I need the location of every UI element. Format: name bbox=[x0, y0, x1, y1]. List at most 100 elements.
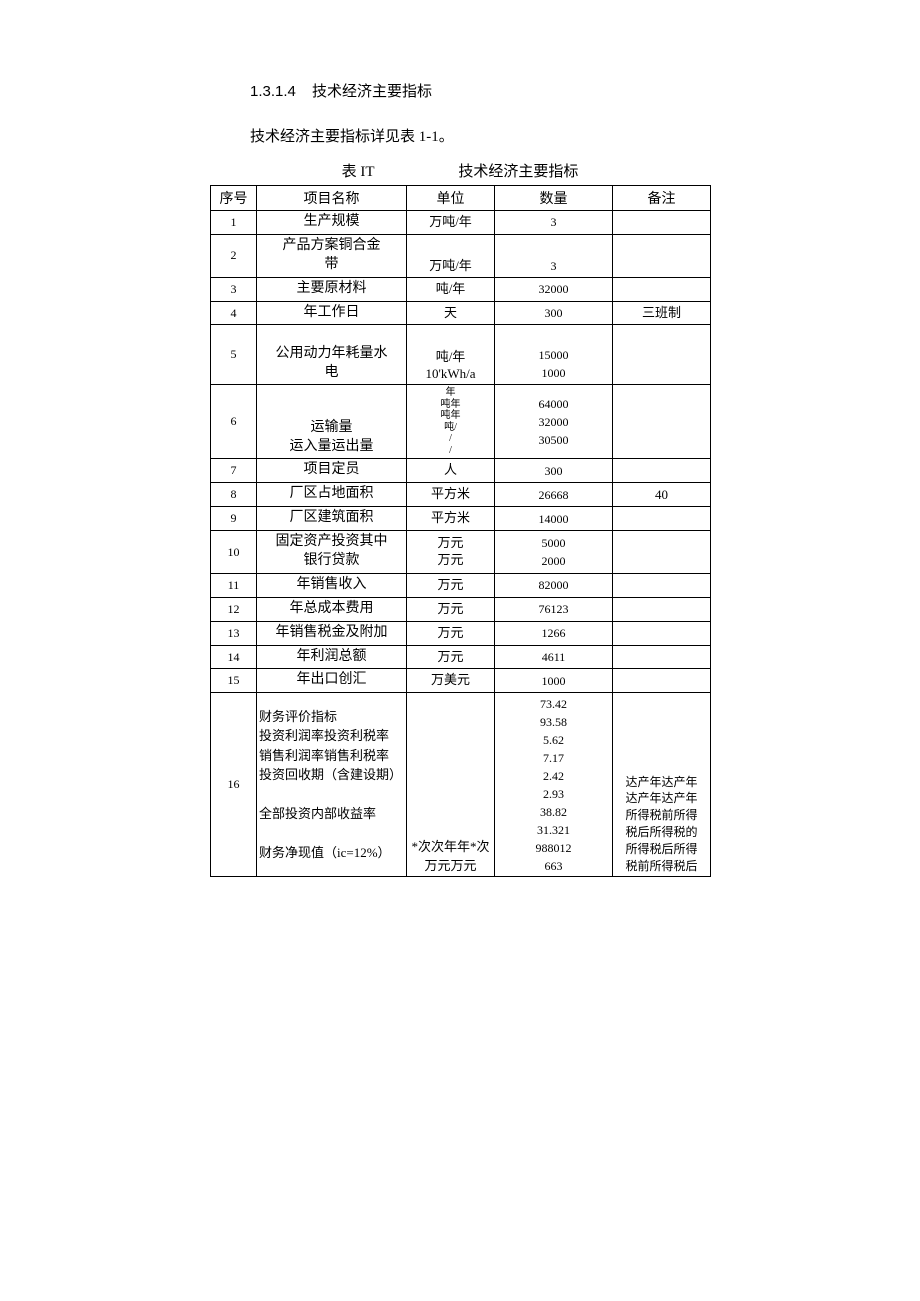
cell-val: 82000 bbox=[495, 573, 613, 597]
cell-idx: 4 bbox=[211, 301, 257, 325]
cell-idx: 13 bbox=[211, 621, 257, 645]
cell-unit: 吨/年 bbox=[407, 277, 495, 301]
table-row: 11 年销售收入 万元 82000 bbox=[211, 573, 711, 597]
cell-val: 1000 bbox=[495, 669, 613, 693]
cell-idx: 9 bbox=[211, 507, 257, 531]
cell-name: 固定资产投资其中 银行贷款 bbox=[257, 531, 407, 574]
cell-name: 年出口创汇 bbox=[257, 669, 407, 693]
cell-name: 产品方案铜合金 带 bbox=[257, 234, 407, 277]
cell-val: 15000 1000 bbox=[495, 325, 613, 385]
table-row: 8 厂区占地面积 平方米 26668 40 bbox=[211, 483, 711, 507]
cell-idx: 14 bbox=[211, 645, 257, 669]
cell-idx: 12 bbox=[211, 597, 257, 621]
cell-val: 32000 bbox=[495, 277, 613, 301]
cell-unit: 万吨/年 bbox=[407, 211, 495, 235]
cell-unit: 万美元 bbox=[407, 669, 495, 693]
cell-unit: 万吨/年 bbox=[407, 234, 495, 277]
indicators-table: 序号 项目名称 单位 数量 备注 1 生产规模 万吨/年 3 2 产品方案铜合金… bbox=[210, 185, 711, 877]
col-header-remark: 备注 bbox=[613, 186, 711, 211]
table-row: 14 年利润总额 万元 4611 bbox=[211, 645, 711, 669]
cell-idx: 10 bbox=[211, 531, 257, 574]
table-row: 10 固定资产投资其中 银行贷款 万元 万元 5000 2000 bbox=[211, 531, 711, 574]
cell-val: 3 bbox=[495, 234, 613, 277]
table-row: 6 运输量 运入量运出量 年 吨年 吨年 吨/ / / 64000 32000 … bbox=[211, 385, 711, 459]
cell-unit: 年 吨年 吨年 吨/ / / bbox=[407, 385, 495, 459]
cell-idx: 16 bbox=[211, 693, 257, 877]
cell-remark bbox=[613, 573, 711, 597]
document-page: 1.3.1.4 技术经济主要指标 技术经济主要指标详见表 1-1。 表 IT 技… bbox=[0, 0, 920, 1301]
cell-name: 年销售收入 bbox=[257, 573, 407, 597]
cell-name: 厂区建筑面积 bbox=[257, 507, 407, 531]
cell-val: 300 bbox=[495, 459, 613, 483]
table-row: 12 年总成本费用 万元 76123 bbox=[211, 597, 711, 621]
cell-name: 年工作日 bbox=[257, 301, 407, 325]
heading-text: 技术经济主要指标 bbox=[312, 83, 432, 100]
cell-remark bbox=[613, 621, 711, 645]
cell-val: 76123 bbox=[495, 597, 613, 621]
cell-name: 财务评价指标 投资利润率投资利税率 销售利润率销售利税率 投资回收期（含建设期）… bbox=[257, 693, 407, 877]
cell-unit: 万元 bbox=[407, 597, 495, 621]
cell-remark bbox=[613, 645, 711, 669]
cell-idx: 3 bbox=[211, 277, 257, 301]
table-row: 2 产品方案铜合金 带 万吨/年 3 bbox=[211, 234, 711, 277]
cell-name: 年销售税金及附加 bbox=[257, 621, 407, 645]
cell-name: 运输量 运入量运出量 bbox=[257, 385, 407, 459]
cell-name: 年利润总额 bbox=[257, 645, 407, 669]
cell-idx: 5 bbox=[211, 325, 257, 385]
col-header-unit: 单位 bbox=[407, 186, 495, 211]
cell-name: 厂区占地面积 bbox=[257, 483, 407, 507]
cell-unit: 万元 bbox=[407, 645, 495, 669]
cell-remark bbox=[613, 531, 711, 574]
cell-idx: 8 bbox=[211, 483, 257, 507]
table-row: 3 主要原材料 吨/年 32000 bbox=[211, 277, 711, 301]
cell-unit: *次次年年*次 万元万元 bbox=[407, 693, 495, 877]
cell-val: 3 bbox=[495, 211, 613, 235]
table-row: 7 项目定员 人 300 bbox=[211, 459, 711, 483]
cell-remark bbox=[613, 459, 711, 483]
cell-val: 5000 2000 bbox=[495, 531, 613, 574]
table-row: 5 公用动力年耗量水 电 吨/年 10'kWh/a 15000 1000 bbox=[211, 325, 711, 385]
table-header-row: 序号 项目名称 单位 数量 备注 bbox=[211, 186, 711, 211]
cell-remark bbox=[613, 211, 711, 235]
cell-remark: 三班制 bbox=[613, 301, 711, 325]
cell-name: 生产规模 bbox=[257, 211, 407, 235]
cell-unit: 吨/年 10'kWh/a bbox=[407, 325, 495, 385]
cell-idx: 7 bbox=[211, 459, 257, 483]
table-row: 13 年销售税金及附加 万元 1266 bbox=[211, 621, 711, 645]
cell-unit: 平方米 bbox=[407, 483, 495, 507]
cell-unit: 万元 万元 bbox=[407, 531, 495, 574]
cell-remark: 达产年达产年 达产年达产年 所得税前所得 税后所得税的 所得税后所得 税前所得税… bbox=[613, 693, 711, 877]
cell-idx: 2 bbox=[211, 234, 257, 277]
cell-idx: 11 bbox=[211, 573, 257, 597]
cell-name: 年总成本费用 bbox=[257, 597, 407, 621]
cell-val: 4611 bbox=[495, 645, 613, 669]
cell-remark bbox=[613, 669, 711, 693]
cell-remark bbox=[613, 277, 711, 301]
cell-val: 1266 bbox=[495, 621, 613, 645]
col-header-qty: 数量 bbox=[495, 186, 613, 211]
cell-val: 14000 bbox=[495, 507, 613, 531]
col-header-index: 序号 bbox=[211, 186, 257, 211]
cell-unit: 平方米 bbox=[407, 507, 495, 531]
cell-unit: 万元 bbox=[407, 573, 495, 597]
heading-number: 1.3.1.4 bbox=[250, 83, 296, 100]
cell-name: 公用动力年耗量水 电 bbox=[257, 325, 407, 385]
cell-unit: 万元 bbox=[407, 621, 495, 645]
cell-idx: 15 bbox=[211, 669, 257, 693]
table-row: 9 厂区建筑面积 平方米 14000 bbox=[211, 507, 711, 531]
cell-remark: 40 bbox=[613, 483, 711, 507]
col-header-name: 项目名称 bbox=[257, 186, 407, 211]
cell-name: 项目定员 bbox=[257, 459, 407, 483]
cell-unit: 人 bbox=[407, 459, 495, 483]
table-row: 15 年出口创汇 万美元 1000 bbox=[211, 669, 711, 693]
cell-val: 73.42 93.58 5.62 7.17 2.42 2.93 38.82 31… bbox=[495, 693, 613, 877]
cell-remark bbox=[613, 385, 711, 459]
cell-idx: 6 bbox=[211, 385, 257, 459]
cell-remark bbox=[613, 597, 711, 621]
cell-val: 64000 32000 30500 bbox=[495, 385, 613, 459]
cell-val: 26668 bbox=[495, 483, 613, 507]
table-row: 4 年工作日 天 300 三班制 bbox=[211, 301, 711, 325]
section-heading: 1.3.1.4 技术经济主要指标 bbox=[250, 80, 710, 101]
cell-remark bbox=[613, 325, 711, 385]
table-caption: 技术经济主要指标 bbox=[458, 164, 578, 180]
